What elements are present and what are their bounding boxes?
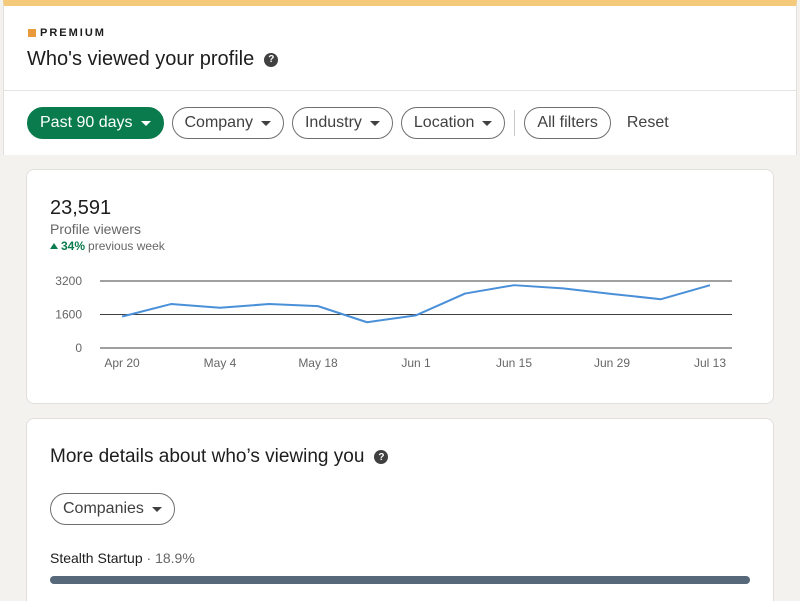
company-filter-label: Company (184, 114, 253, 131)
premium-badge: PREMIUM (28, 27, 106, 39)
header-card: PREMIUM Who's viewed your profile ? Past… (3, 0, 797, 155)
x-tick-label: Jun 29 (594, 356, 630, 370)
y-tick-label: 3200 (55, 274, 82, 288)
viewers-line-chart: 0 1600 3200 Apr 20 May 4 May 18 Jun 1 Jun 15 Jun… (55, 274, 732, 370)
premium-label: PREMIUM (40, 27, 106, 39)
y-tick-label: 1600 (55, 308, 82, 322)
filter-divider (514, 110, 516, 136)
period-filter-button[interactable]: Past 90 days (27, 107, 164, 139)
x-tick-label: Jun 15 (496, 356, 532, 370)
viewer-count-label: Profile viewers (50, 221, 142, 237)
caret-down-icon (369, 120, 380, 126)
page-title: Who's viewed your profile ? (27, 48, 279, 71)
company-percent: 18.9% (155, 550, 195, 566)
industry-filter-button[interactable]: Industry (291, 107, 393, 139)
filter-bar: Past 90 days Company Industry Location A… (27, 107, 677, 139)
trend-suffix: previous week (88, 239, 165, 253)
viewer-count: 23,591 (50, 197, 112, 219)
trend-percent: 34% (61, 239, 86, 253)
series-line (121, 284, 711, 324)
location-filter-label: Location (413, 114, 475, 131)
details-title: More details about who’s viewing you ? (50, 446, 389, 468)
x-tick-label: May 18 (298, 356, 338, 370)
x-tick-label: Jul 13 (694, 356, 726, 370)
company-separator: · (142, 550, 156, 566)
company-bar-track (50, 576, 750, 584)
all-filters-button[interactable]: All filters (524, 107, 611, 139)
location-filter-button[interactable]: Location (400, 107, 506, 139)
x-tick-label: May 4 (204, 356, 237, 370)
industry-filter-label: Industry (304, 114, 362, 131)
period-filter-label: Past 90 days (40, 114, 133, 131)
details-title-text: More details about who’s viewing you (50, 446, 365, 467)
company-filter-button[interactable]: Company (171, 107, 284, 139)
caret-down-icon (260, 120, 271, 126)
company-row-label: Stealth Startup · 18.9% (50, 550, 195, 566)
caret-down-icon (151, 506, 162, 512)
header-divider (4, 90, 796, 91)
premium-logo-icon (28, 29, 36, 37)
y-tick-label: 0 (75, 341, 82, 355)
page-title-text: Who's viewed your profile (27, 48, 255, 70)
caret-down-icon (482, 120, 493, 126)
companies-dropdown[interactable]: Companies (50, 493, 175, 525)
trend-indicator: 34% previous week (50, 239, 165, 253)
reset-button[interactable]: Reset (626, 114, 669, 131)
companies-dropdown-label: Companies (63, 500, 144, 517)
profile-viewers-card: 23,591 Profile viewers 34% previous week… (26, 169, 774, 404)
company-name: Stealth Startup (50, 550, 143, 566)
caret-down-icon (140, 120, 151, 126)
x-tick-label: Apr 20 (104, 356, 140, 370)
company-bar-fill (50, 576, 750, 584)
help-icon[interactable]: ? (374, 450, 389, 464)
x-tick-label: Jun 1 (401, 356, 431, 370)
details-card: More details about who’s viewing you ? C… (26, 418, 774, 601)
help-icon[interactable]: ? (264, 52, 279, 67)
trend-up-icon (50, 243, 58, 249)
all-filters-label: All filters (537, 114, 598, 131)
